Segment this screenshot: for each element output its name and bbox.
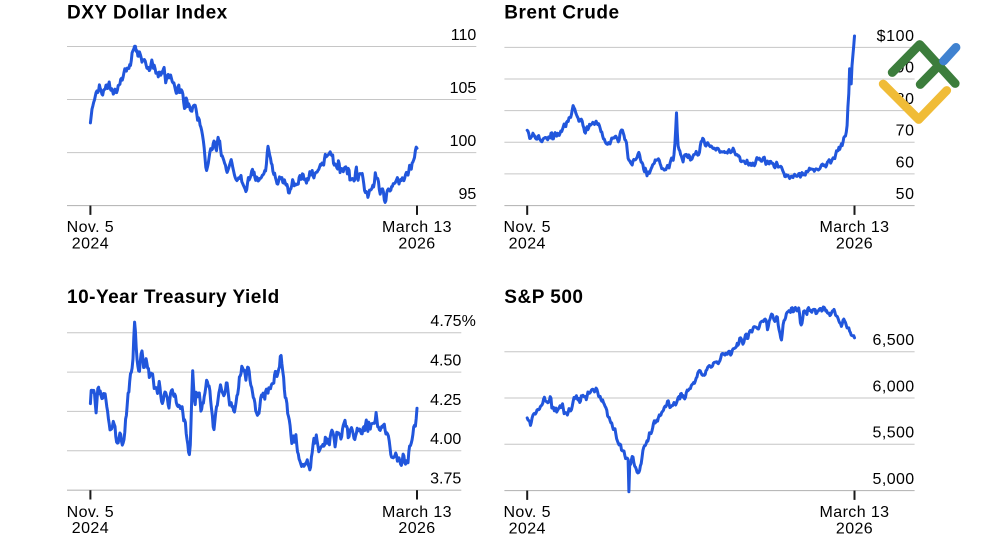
svg-text:4.50: 4.50 bbox=[430, 353, 461, 370]
svg-text:2024: 2024 bbox=[509, 235, 546, 252]
svg-text:Nov. 5: Nov. 5 bbox=[503, 219, 550, 236]
svg-text:4.75%: 4.75% bbox=[430, 313, 475, 330]
svg-text:Brent Crude: Brent Crude bbox=[504, 2, 619, 23]
svg-text:50: 50 bbox=[896, 186, 915, 203]
svg-text:Nov. 5: Nov. 5 bbox=[503, 504, 550, 521]
svg-text:2026: 2026 bbox=[836, 235, 873, 252]
svg-text:6,500: 6,500 bbox=[873, 332, 915, 349]
svg-text:6,000: 6,000 bbox=[873, 378, 915, 395]
svg-text:95: 95 bbox=[459, 186, 477, 203]
svg-text:5,500: 5,500 bbox=[873, 425, 915, 442]
svg-text:105: 105 bbox=[450, 80, 477, 97]
svg-text:100: 100 bbox=[450, 133, 477, 150]
svg-text:60: 60 bbox=[896, 154, 915, 171]
svg-text:$100: $100 bbox=[877, 28, 915, 45]
svg-text:Nov. 5: Nov. 5 bbox=[67, 219, 114, 236]
svg-text:DXY Dollar Index: DXY Dollar Index bbox=[67, 2, 228, 23]
svg-text:2024: 2024 bbox=[72, 235, 109, 252]
svg-text:Nov. 5: Nov. 5 bbox=[67, 504, 114, 521]
svg-text:5,000: 5,000 bbox=[873, 471, 915, 488]
svg-text:2026: 2026 bbox=[398, 520, 435, 537]
svg-text:4.25: 4.25 bbox=[430, 392, 461, 409]
svg-text:110: 110 bbox=[451, 27, 477, 44]
svg-text:March 13: March 13 bbox=[382, 219, 452, 236]
svg-text:4.00: 4.00 bbox=[430, 431, 461, 448]
svg-text:2024: 2024 bbox=[509, 520, 546, 537]
svg-text:2024: 2024 bbox=[72, 520, 109, 537]
svg-text:10-Year Treasury Yield: 10-Year Treasury Yield bbox=[67, 287, 280, 308]
svg-text:March 13: March 13 bbox=[820, 219, 890, 236]
svg-text:3.75: 3.75 bbox=[430, 471, 461, 488]
svg-text:March 13: March 13 bbox=[382, 504, 452, 521]
svg-text:2026: 2026 bbox=[836, 520, 873, 537]
svg-text:2026: 2026 bbox=[398, 235, 435, 252]
svg-text:S&P 500: S&P 500 bbox=[504, 287, 583, 308]
svg-text:70: 70 bbox=[896, 123, 915, 140]
svg-text:March 13: March 13 bbox=[820, 504, 890, 521]
